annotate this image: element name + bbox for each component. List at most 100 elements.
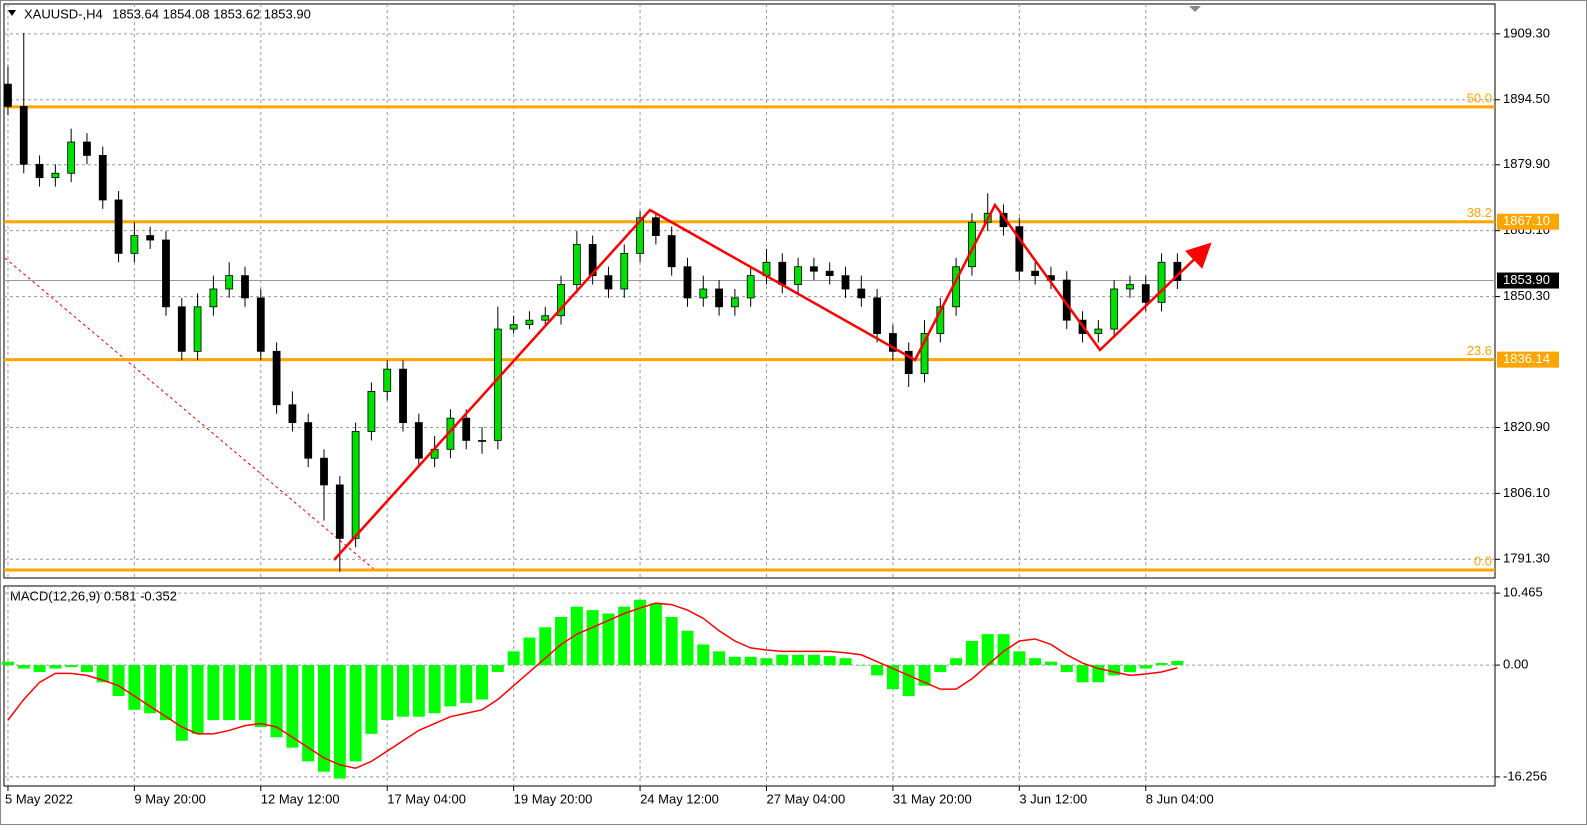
y-tick-label: 1791.30: [1503, 551, 1550, 566]
candle-body: [1157, 261, 1166, 303]
trend-line: [4, 257, 376, 571]
macd-bar: [476, 665, 489, 700]
candle-body: [67, 141, 76, 174]
candle-body: [604, 275, 613, 290]
macd-bar: [855, 665, 868, 666]
ohlc-header: 1853.64 1854.08 1853.62 1853.90: [112, 6, 311, 21]
price-box-label: 1836.14: [1503, 351, 1550, 366]
macd-bar: [776, 654, 789, 666]
macd-bar: [286, 665, 299, 748]
macd-bar: [80, 665, 93, 672]
macd-bar: [507, 651, 520, 666]
macd-bar: [902, 665, 915, 697]
candle-body: [1031, 270, 1040, 277]
candle-body: [683, 266, 692, 299]
candle-body: [130, 235, 139, 254]
y-tick-label: 1894.50: [1503, 91, 1550, 106]
candle-body: [889, 333, 897, 352]
wave-arrows: [333, 202, 1212, 561]
candle-body: [746, 275, 755, 299]
macd-bar: [1123, 665, 1136, 672]
macd-bar: [33, 665, 46, 672]
candle-body: [98, 155, 107, 201]
fib-label: 38.2: [1467, 205, 1492, 220]
macd-bar: [1, 661, 14, 666]
macd-bar: [333, 665, 346, 779]
macd-bar: [697, 644, 710, 666]
macd-bar: [128, 665, 141, 710]
candle-body: [399, 368, 407, 423]
candle-body: [1094, 328, 1103, 334]
candle-body: [114, 199, 123, 254]
macd-pane: [3, 585, 1496, 787]
macd-bar: [744, 656, 757, 666]
candle-body: [873, 297, 882, 334]
candle-body: [557, 284, 565, 317]
candle-body: [541, 315, 550, 321]
candle-body: [193, 306, 202, 352]
macd-bar: [618, 606, 631, 666]
macd-bar: [1013, 651, 1026, 666]
macd-bar: [112, 665, 125, 697]
y-tick-label: 1820.90: [1503, 419, 1550, 434]
macd-bar: [634, 599, 647, 666]
macd-bar: [17, 665, 30, 669]
macd-bar: [254, 665, 267, 727]
macd-bar: [412, 665, 425, 717]
candle-body: [1015, 226, 1024, 272]
macd-bar: [981, 634, 994, 666]
candle-body: [525, 319, 534, 326]
macd-bar: [523, 637, 536, 666]
y-tick-label: 10.465: [1503, 585, 1543, 600]
macd-bar: [823, 656, 836, 666]
y-tick-label: 1806.10: [1503, 485, 1550, 500]
candle-body: [651, 217, 660, 236]
macd-bar: [318, 665, 331, 772]
macd-bar: [997, 634, 1010, 666]
candle-body: [667, 235, 676, 268]
x-tick-label: 9 May 20:00: [134, 791, 206, 806]
y-tick-label: 1879.90: [1503, 156, 1550, 171]
macd-bar: [381, 665, 394, 721]
macd-bar: [713, 651, 726, 666]
macd-bar: [159, 665, 172, 721]
candle-body: [51, 172, 60, 179]
macd-bar: [49, 665, 62, 669]
macd-bar: [65, 665, 78, 668]
x-tick-label: 31 May 20:00: [893, 791, 972, 806]
symbol: XAUUSD-,H4: [24, 6, 103, 21]
macd-bar: [570, 606, 583, 666]
macd-bar: [934, 665, 947, 672]
candle-body: [809, 266, 818, 272]
macd-bar: [1029, 658, 1042, 666]
candle-body: [83, 141, 91, 156]
macd-bar: [965, 641, 978, 666]
macd-bar: [365, 665, 378, 734]
candle-body: [225, 275, 234, 290]
candle-body: [35, 163, 44, 179]
x-tick-label: 24 May 12:00: [640, 791, 719, 806]
macd-bar: [602, 613, 615, 666]
macd-bar: [1139, 665, 1152, 669]
candle-body: [715, 288, 723, 308]
macd-bar: [792, 654, 805, 666]
candle-body: [1141, 284, 1150, 303]
price-box: [1497, 213, 1559, 230]
menu-triangle[interactable]: [8, 10, 16, 16]
macd-bar: [1171, 660, 1184, 666]
macd-bar: [649, 603, 662, 666]
y-tick-label: 1850.30: [1503, 288, 1550, 303]
price-box: [1497, 351, 1559, 368]
main-pane: [3, 3, 1496, 579]
fib-label: 50.0: [1467, 90, 1492, 105]
macd-bar: [539, 627, 552, 666]
candle-body: [146, 235, 155, 241]
candle-body: [320, 457, 328, 486]
candle-body: [478, 440, 486, 442]
macd-bar: [96, 665, 109, 683]
shift-marker: [1189, 6, 1201, 12]
macd-bar: [144, 665, 157, 714]
x-tick-label: 19 May 20:00: [514, 791, 593, 806]
candle-body: [904, 350, 913, 375]
